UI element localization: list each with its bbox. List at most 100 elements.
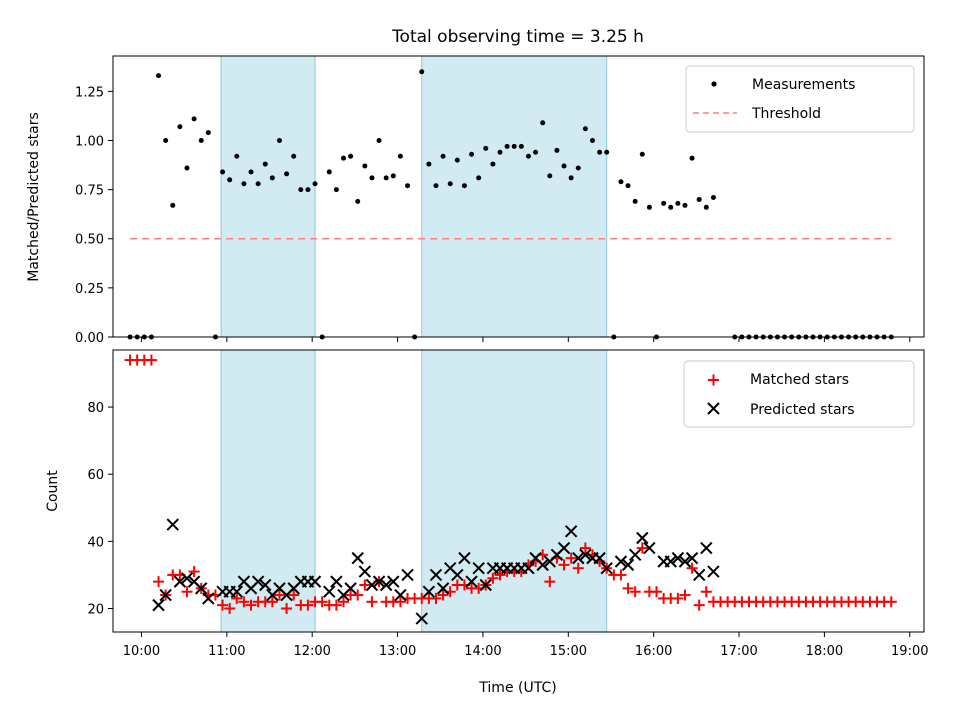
predicted-star-point [472, 562, 485, 575]
measurement-point [618, 179, 624, 185]
measurement-point [710, 194, 716, 200]
top-legend: Measurements Threshold [685, 65, 915, 133]
matched-star-point [145, 354, 157, 366]
measurement-point [604, 149, 610, 155]
matched-star-point [700, 586, 712, 598]
measurement-point [582, 126, 588, 132]
matched-star-point [330, 599, 342, 611]
measurement-point [156, 73, 162, 79]
matched-star-point [686, 562, 698, 574]
top-y-ticks: 0.00 0.25 0.50 0.75 1.00 1.25 [75, 85, 113, 346]
measurement-point [483, 145, 489, 151]
matched-star-point [558, 559, 570, 571]
measurement-point [177, 124, 183, 130]
matched-star-point [572, 562, 584, 574]
predicted-star-point [173, 575, 187, 588]
measurement-point [568, 175, 574, 181]
measurement-point [682, 202, 688, 208]
predicted-star-point [372, 575, 386, 588]
matched-star-point [266, 596, 278, 608]
matched-star-point [231, 592, 243, 604]
measurement-point [383, 175, 389, 181]
matched-star-point [281, 603, 293, 614]
predicted-star-point [394, 588, 407, 602]
measurement-point [333, 187, 339, 193]
measurement-point [405, 183, 411, 189]
predicted-star-point [557, 541, 571, 555]
matched-star-point [316, 596, 328, 608]
predicted-star-point [159, 588, 172, 602]
matched-star-point [302, 599, 314, 611]
measurement-point [170, 202, 176, 208]
predicted-star-point [251, 575, 265, 588]
predicted-star-point [707, 565, 720, 578]
predicted-star-point [636, 531, 649, 545]
predicted-star-point [458, 551, 471, 565]
measurement-point [490, 161, 496, 167]
measurement-point [632, 198, 638, 204]
predicted-star-point [351, 551, 364, 565]
predicted-star-point [365, 578, 379, 592]
predicted-star-point [330, 575, 343, 588]
shaded-interval [220, 55, 316, 338]
measurement-point [326, 169, 332, 175]
measurement-point [355, 198, 361, 204]
measurement-point [469, 151, 475, 157]
measurement-point [668, 204, 674, 210]
predicted-star-point [564, 525, 578, 538]
predicted-star-point [415, 612, 428, 625]
predicted-star-point [700, 541, 713, 555]
y-tick-label: 0.25 [75, 282, 104, 297]
measurement-point [597, 149, 603, 155]
measurement-point [348, 153, 354, 159]
measurement-point [440, 153, 446, 159]
measurement-point [525, 153, 531, 159]
predicted-star-point [387, 575, 400, 588]
predicted-star-point [180, 572, 194, 585]
measurement-point [454, 157, 460, 163]
matched-star-point [224, 603, 236, 614]
measurement-point [163, 137, 169, 143]
matched-star-point [622, 582, 634, 594]
measurement-point [227, 177, 233, 183]
y-tick-label: 0.00 [75, 331, 104, 346]
predicted-star-point [379, 578, 393, 592]
measurement-point [504, 143, 510, 149]
measurement-point [184, 165, 190, 171]
predicted-star-point [479, 578, 492, 592]
matched-star-point [544, 576, 556, 588]
predicted-star-point [536, 558, 549, 572]
x-axis-label: Time (UTC) [478, 680, 556, 696]
bottom-y-axis-label: Count [45, 470, 61, 512]
measurement-point [397, 153, 403, 159]
matched-star-point [245, 599, 257, 611]
matched-star-point [679, 589, 691, 601]
bottom-legend: Matched stars Predicted stars [683, 360, 915, 428]
measurement-point [426, 161, 432, 167]
matched-star-point [636, 542, 648, 554]
top-legend-box [685, 65, 915, 133]
measurement-point [248, 169, 254, 175]
top-x-ticks [140, 337, 911, 342]
chart-title: Total observing time = 3.25 h [391, 27, 644, 47]
matched-star-point [337, 596, 349, 608]
predicted-star-point [451, 568, 464, 582]
shaded-interval [220, 349, 316, 633]
y-tick-label: 1.25 [75, 85, 104, 100]
predicted-star-point [259, 578, 272, 592]
predicted-star-point [593, 551, 606, 565]
x-tick-label: 12:00 [293, 644, 330, 659]
measurement-point [284, 171, 290, 177]
measurement-point [205, 130, 211, 136]
predicted-star-point [685, 551, 699, 565]
measurement-point [262, 161, 268, 167]
measurement-point [625, 183, 631, 189]
legend-threshold-label: Threshold [751, 106, 821, 122]
y-tick-label: 40 [87, 535, 104, 550]
legend-matched-marker [708, 374, 719, 386]
matched-star-point [565, 552, 577, 564]
measurement-point [305, 187, 311, 193]
measurement-point [696, 196, 702, 202]
